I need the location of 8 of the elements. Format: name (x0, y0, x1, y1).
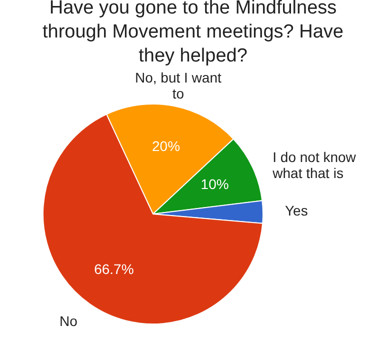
slice-label: No, but I want to (134, 69, 222, 102)
data-label: 20% (152, 138, 180, 154)
data-label: 66.7% (94, 260, 134, 277)
slice-label: I do not know what that is (272, 149, 357, 182)
chart-title: Have you gone to the Mindfulness through Movement meetings? Have they helped? (42, 0, 344, 66)
data-label: 10% (200, 176, 229, 192)
slice-label: No (59, 313, 78, 330)
slice-label: Yes (284, 202, 308, 219)
